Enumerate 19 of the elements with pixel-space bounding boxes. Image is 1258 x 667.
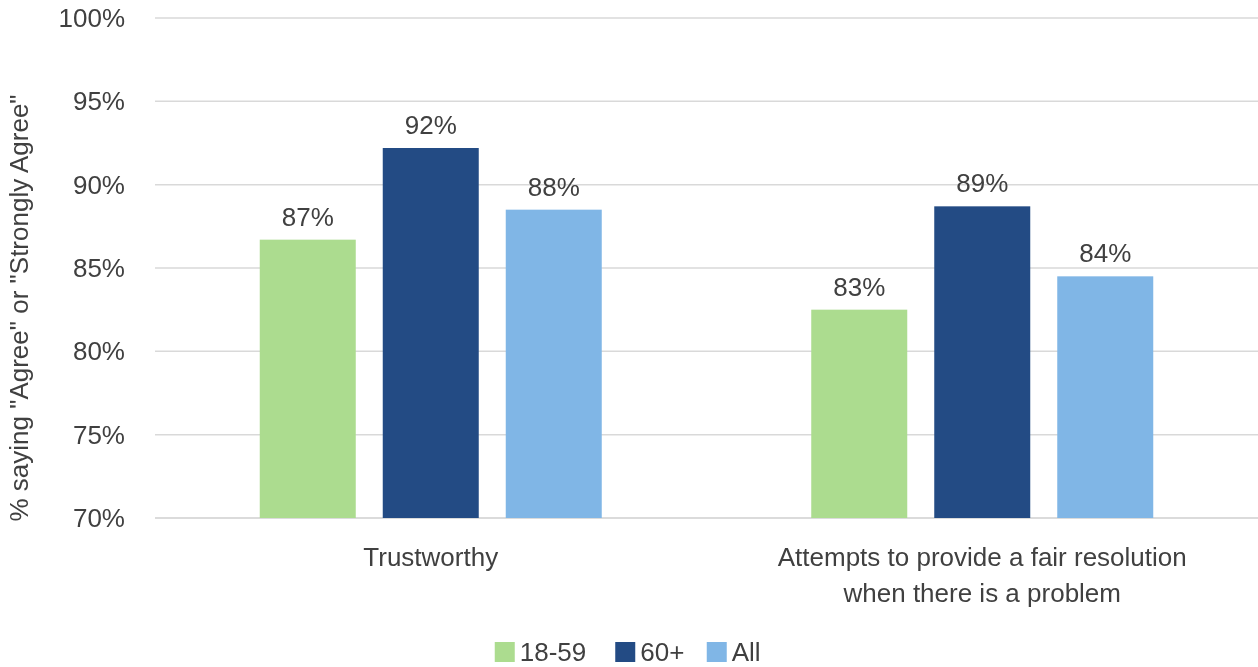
y-tick-label: 100% [58, 3, 125, 33]
x-tick-label: Attempts to provide a fair resolution when there is a problem [777, 542, 1187, 608]
data-label: 92% [404, 110, 457, 140]
legend-label: 60+ [640, 637, 685, 667]
legend-label: 18-59 [519, 637, 587, 667]
data-label: 84% [1079, 238, 1132, 269]
y-axis-title: % saying "Agree" or "Strongly Agree" [4, 94, 34, 522]
data-label: 89% [956, 168, 1009, 199]
legend-label: All [731, 637, 761, 667]
y-tick-label: 80% [72, 336, 125, 367]
data-label: 83% [833, 271, 886, 302]
data-label: 88% [527, 171, 580, 202]
y-tick-label: 85% [72, 253, 125, 283]
y-tick-label: 75% [72, 419, 125, 450]
y-tick-label: 70% [72, 503, 125, 533]
y-tick-label: 90% [72, 169, 125, 200]
data-label: 87% [281, 201, 334, 232]
y-tick-label: 95% [72, 86, 125, 117]
x-tick-label: Trustworthy [363, 542, 499, 572]
